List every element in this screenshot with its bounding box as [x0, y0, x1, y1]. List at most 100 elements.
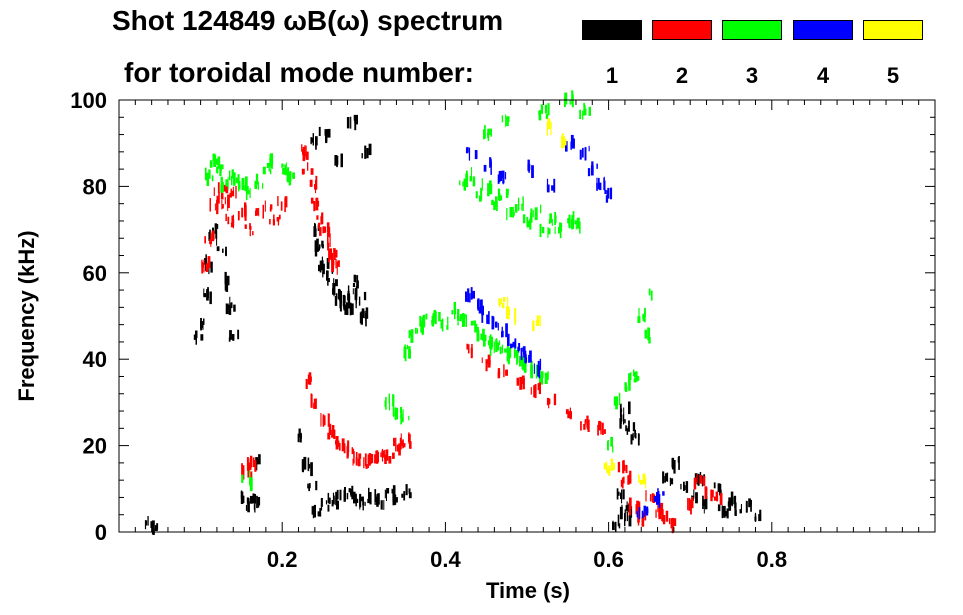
data-point-mode-2 — [221, 194, 230, 211]
data-point-mode-5 — [498, 296, 509, 309]
data-point-mode-3 — [497, 188, 509, 202]
legend-label-mode-2: 2 — [675, 63, 689, 88]
data-point-mode-4 — [465, 287, 475, 303]
data-point-mode-3 — [554, 222, 563, 239]
data-point-mode-4 — [481, 308, 490, 325]
data-point-mode-2 — [310, 393, 317, 409]
data-point-mode-2 — [328, 248, 338, 266]
data-point-mode-3 — [648, 288, 653, 301]
data-point-mode-2 — [316, 212, 324, 225]
data-point-mode-1 — [625, 420, 636, 435]
data-point-mode-4 — [501, 323, 508, 338]
data-point-mode-1 — [754, 509, 762, 522]
data-point-mode-3 — [433, 309, 441, 325]
y-tick-label: 80 — [83, 174, 107, 199]
data-point-mode-2 — [655, 502, 664, 520]
data-point-mode-2 — [597, 420, 606, 436]
data-point-mode-3 — [481, 178, 493, 197]
data-point-mode-4 — [587, 161, 598, 177]
x-tick-label: 0.2 — [267, 547, 298, 572]
data-point-mode-1 — [320, 498, 330, 512]
data-point-mode-3 — [241, 470, 253, 492]
data-point-mode-1 — [151, 520, 159, 535]
data-point-mode-2 — [393, 437, 403, 456]
data-point-mode-4 — [636, 505, 649, 520]
data-point-mode-2 — [327, 232, 331, 251]
data-point-mode-2 — [710, 489, 723, 506]
data-point-mode-1 — [318, 126, 331, 144]
data-point-mode-5 — [532, 315, 541, 332]
axis-ticks — [118, 99, 936, 533]
data-marks — [144, 90, 762, 535]
data-point-mode-1 — [193, 330, 204, 345]
data-point-mode-4 — [604, 187, 613, 203]
data-point-mode-1 — [225, 296, 236, 315]
data-point-mode-3 — [457, 313, 467, 327]
data-point-mode-2 — [209, 198, 219, 215]
data-point-mode-3 — [254, 173, 264, 190]
y-tick-label: 20 — [83, 434, 107, 459]
legend-label-mode-1: 1 — [605, 63, 619, 88]
data-point-mode-2 — [262, 200, 273, 219]
data-point-mode-2 — [661, 509, 671, 525]
data-point-mode-1 — [713, 482, 722, 496]
data-point-mode-2 — [343, 440, 355, 459]
x-tick-label: 0.4 — [430, 547, 461, 572]
data-point-mode-1 — [343, 299, 354, 316]
data-point-mode-1 — [401, 484, 412, 501]
data-point-mode-5 — [603, 458, 615, 476]
data-point-mode-3 — [229, 169, 240, 186]
data-point-mode-1 — [359, 307, 369, 327]
data-point-mode-3 — [607, 436, 614, 453]
data-point-mode-5 — [561, 133, 567, 149]
data-point-mode-2 — [331, 258, 340, 275]
data-point-mode-3 — [572, 217, 581, 234]
data-point-mode-3 — [400, 409, 410, 425]
data-point-mode-2 — [497, 364, 508, 379]
data-point-mode-1 — [240, 490, 253, 504]
data-point-mode-2 — [318, 222, 331, 238]
data-point-mode-2 — [580, 415, 590, 432]
data-point-mode-3 — [644, 327, 651, 344]
data-point-mode-2 — [255, 205, 264, 217]
data-point-mode-1 — [717, 504, 729, 519]
data-point-mode-2 — [516, 375, 525, 390]
data-point-mode-4 — [491, 315, 499, 331]
data-point-mode-1 — [297, 428, 302, 443]
data-point-mode-2 — [335, 436, 345, 452]
data-point-mode-1 — [662, 471, 674, 486]
data-point-mode-3 — [548, 212, 557, 226]
data-point-mode-1 — [252, 493, 261, 509]
data-point-mode-2 — [237, 202, 247, 221]
data-point-mode-3 — [538, 370, 549, 385]
data-point-mode-2 — [466, 343, 473, 359]
data-point-mode-3 — [392, 406, 402, 420]
data-point-mode-4 — [527, 159, 534, 178]
data-point-mode-3 — [613, 392, 621, 410]
data-point-mode-1 — [612, 514, 621, 532]
data-point-mode-1 — [702, 495, 708, 514]
data-point-mode-3 — [522, 213, 533, 230]
data-point-mode-1 — [392, 494, 398, 506]
data-point-mode-2 — [246, 455, 257, 472]
data-point-mode-3 — [517, 196, 524, 211]
data-point-mode-1 — [346, 114, 358, 131]
data-point-mode-1 — [616, 488, 625, 504]
data-point-mode-4 — [507, 333, 517, 349]
y-tick-label: 60 — [83, 261, 107, 286]
data-point-mode-2 — [620, 470, 632, 489]
data-point-mode-5 — [546, 118, 552, 136]
data-point-mode-3 — [539, 223, 551, 238]
data-point-mode-2 — [269, 214, 281, 226]
data-point-mode-3 — [451, 302, 460, 321]
data-point-mode-4 — [465, 147, 478, 161]
data-point-mode-1 — [343, 485, 354, 501]
data-point-mode-3 — [269, 153, 274, 169]
data-point-mode-3 — [245, 186, 251, 201]
data-point-mode-3 — [403, 344, 411, 362]
data-point-mode-1 — [228, 329, 240, 342]
data-point-mode-1 — [200, 318, 205, 331]
data-point-mode-2 — [704, 486, 708, 499]
data-point-mode-3 — [538, 103, 550, 121]
data-point-mode-3 — [408, 327, 419, 343]
